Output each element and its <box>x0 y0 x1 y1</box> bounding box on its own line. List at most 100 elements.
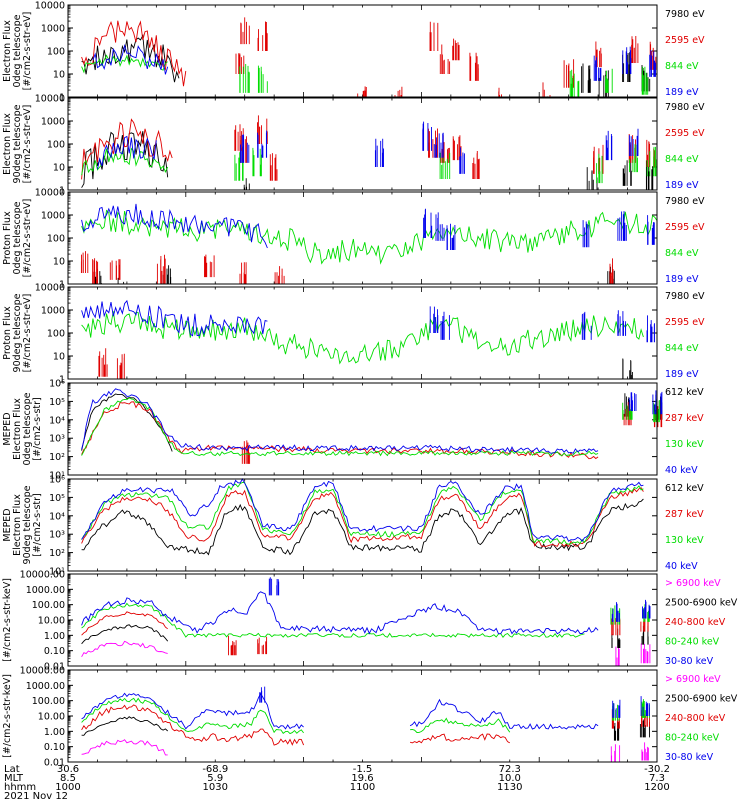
panel-4-series-1-burst-1 <box>622 358 633 379</box>
panel-7-ytick-label: 1.00 <box>44 631 65 642</box>
panel-7-series-2 <box>81 624 169 645</box>
panel-1-series-1 <box>81 33 180 83</box>
x-tick-lat-1: 30.6 <box>57 764 79 775</box>
panel-4-series-2-burst-1 <box>98 348 108 377</box>
panel-5-ylabel-line-1: MEPED <box>2 412 13 445</box>
x-tick-hhmm-2: 1030 <box>203 782 228 793</box>
panel-8-legend-4: 80-240 keV <box>665 733 720 744</box>
panel-6-ylabel-line-3: 90deg telescope <box>22 485 33 564</box>
panel-2-series-2-burst-8 <box>472 151 480 179</box>
panel-3-ylabel-line-2: 0deg telescope <box>12 201 23 274</box>
panel-1-ylabel-line-2: 0deg telescope <box>12 14 23 87</box>
panel-5: MEPED Electron Flux 0deg telescope [#/cm2-s… <box>2 379 704 482</box>
panel-1-series-1-burst-1 <box>581 63 591 93</box>
panel-6-frame <box>67 478 658 572</box>
panel-1: Electron Flux 0deg telescope [#/cm2-s-str-… <box>2 1 705 104</box>
panel-5-series-4-burst-1 <box>628 392 637 411</box>
panel-1-series-2-burst-2 <box>240 17 250 45</box>
panel-1-series-2-burst-7 <box>439 44 451 74</box>
panel-6-ytick-label: 10³ <box>49 530 65 541</box>
panel-1-series-2-burst-9 <box>469 52 479 81</box>
panel-2-ylabel-line-3: [#/cm2-s-str-eV] <box>22 105 33 184</box>
panel-7-series-5-burst-1 <box>268 577 280 596</box>
panel-5-series-3-burst-1 <box>622 402 633 420</box>
panel-2-series-1-burst-2 <box>586 167 598 190</box>
x-tick-hhmm-1: 1000 <box>55 782 80 793</box>
panel-4-legend-3: 844 eV <box>665 343 699 354</box>
panel-8-series-1-burst-1 <box>610 744 621 762</box>
panel-7-ytick-label: 1000.00 <box>26 585 65 596</box>
panel-2-series-2-burst-3 <box>257 115 268 144</box>
panel-6-series-2 <box>81 487 644 548</box>
panel-8-ytick-label: 10000.00 <box>20 666 65 677</box>
panel-7-series-3 <box>81 611 168 636</box>
panel-1-series-3 <box>81 54 168 74</box>
panel-6-legend-2: 287 keV <box>665 509 704 520</box>
panel-3-series-2-burst-5 <box>204 254 215 278</box>
panel-4-ytick-label: 1 <box>59 375 65 386</box>
x-tick-mlt-2: 5.9 <box>207 773 223 784</box>
panel-1-legend-4: 189 eV <box>665 87 699 98</box>
panel-8-ylabel-line-1: [#/cm2-s-str-keV] <box>2 674 13 758</box>
panel-3-ytick-label: 1 <box>59 280 65 291</box>
panel-5-ytick-label: 10⁴ <box>49 415 65 426</box>
panel-6-ytick-label: 10⁵ <box>49 493 65 504</box>
panel-1-series-2-burst-8 <box>452 38 460 61</box>
panel-6-ytick-label: 10¹ <box>49 567 65 578</box>
panel-3-series-2-burst-6 <box>239 262 247 284</box>
panel-1-series-2-burst-10 <box>496 87 502 97</box>
panel-3-series-4-burst-2 <box>435 212 445 241</box>
panel-1-ytick-label: 10 <box>53 70 65 81</box>
panel-8-series-3 <box>81 704 511 746</box>
panel-1-legend-2: 2595 eV <box>665 35 705 46</box>
panel-1-series-4 <box>92 43 169 75</box>
panel-6-ylabel-line-1: MEPED <box>2 508 13 541</box>
x-tick-lat-2: -68.9 <box>202 764 228 775</box>
panel-8-ytick-label: 0.10 <box>44 742 65 753</box>
panel-7-series-3-burst-2 <box>257 636 268 655</box>
panel-2-frame <box>67 97 658 191</box>
panel-1-ytick-label: 1 <box>59 93 65 104</box>
panel-5-ytick-label: 10³ <box>49 434 65 445</box>
panel-7-series-1-burst-2 <box>640 643 651 664</box>
panel-8-ytick-label: 1000.00 <box>26 681 65 692</box>
panel-8-legend-3: 240-800 keV <box>665 713 726 724</box>
panel-4-ylabel-line-3: [#/cm2-s-str-eV] <box>22 294 33 373</box>
panel-3-series-1-burst-2 <box>117 277 125 284</box>
x-tick-mlt-5: 7.3 <box>649 773 665 784</box>
panel-4-series-4-burst-3 <box>581 311 592 340</box>
panel-3-series-1-burst-1 <box>94 271 102 284</box>
panel-4: Proton Flux 90deg telescope [#/cm2-s-str-e… <box>2 283 705 386</box>
panel-4-ylabel-line-1: Proton Flux <box>2 306 13 360</box>
panel-1-legend-1: 7980 eV <box>665 9 705 20</box>
panel-4-series-2-burst-2 <box>116 353 125 379</box>
panel-8-series-1 <box>81 739 168 756</box>
panel-3-ylabel-line-3: [#/cm2-s-str-eV] <box>22 199 33 278</box>
panel-4-series-3 <box>81 311 644 365</box>
panel-2-ytick-label: 1 <box>59 186 65 197</box>
panel-3-frame <box>67 191 658 285</box>
panel-1-series-3-burst-2 <box>257 65 268 93</box>
panel-7-series-5-burst-3 <box>642 599 651 619</box>
panel-7-legend-1: > 6900 keV <box>665 578 721 589</box>
x-tick-mlt-4: 10.0 <box>499 773 521 784</box>
panel-2-ytick-label: 10000 <box>35 94 65 105</box>
panel-7-series-1-burst-1 <box>615 646 620 666</box>
panel-6-ytick-label: 10⁴ <box>49 511 65 522</box>
panel-5-ytick-label: 10⁵ <box>49 397 65 408</box>
panel-2-legend-3: 844 eV <box>665 154 699 165</box>
panel-4-series-4-burst-5 <box>646 315 655 343</box>
panel-2-series-3-burst-6 <box>646 146 657 177</box>
panel-5-legend-1: 612 keV <box>665 387 704 398</box>
panel-6-ytick-label: 10⁶ <box>49 475 65 486</box>
panel-1-series-2-burst-6 <box>429 21 439 51</box>
panel-6-series-3 <box>81 481 644 545</box>
panel-3-series-4-burst-1 <box>423 208 433 238</box>
panel-2-series-4-burst-2 <box>257 130 268 158</box>
panel-2-series-3-burst-1 <box>234 152 244 181</box>
panel-2-legend-2: 2595 eV <box>665 128 705 139</box>
x-tick-mlt-3: 19.6 <box>351 773 373 784</box>
panel-6-legend-3: 130 keV <box>665 535 704 546</box>
panel-2-series-1-burst-4 <box>645 160 654 190</box>
